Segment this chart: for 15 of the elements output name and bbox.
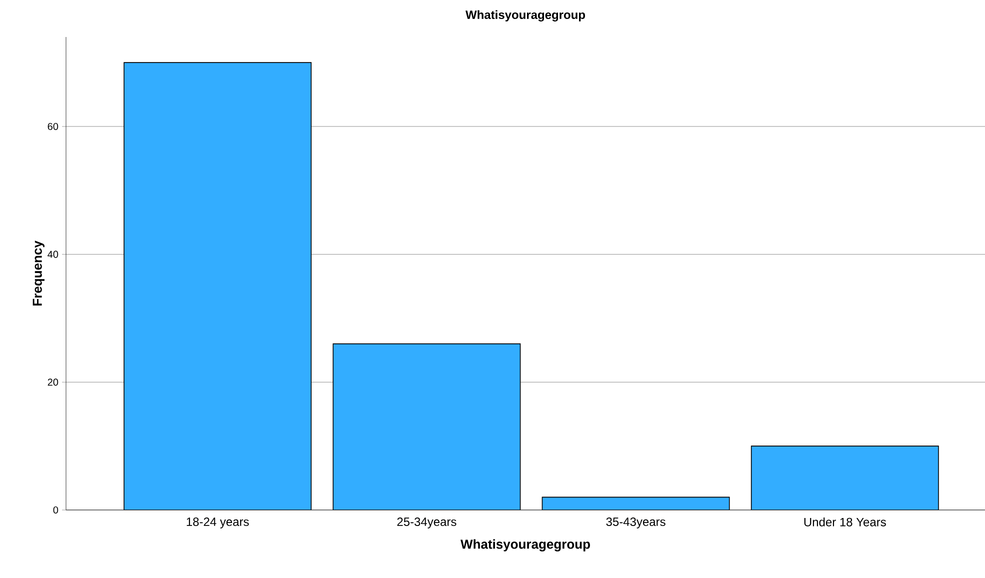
- y-tick-label: 0: [53, 506, 58, 514]
- y-tick-label: 20: [48, 378, 58, 386]
- y-tick-label: 60: [48, 122, 58, 130]
- bar: [750, 446, 939, 510]
- y-tick-label: 40: [48, 250, 58, 258]
- x-tick-label: 18-24 years: [186, 518, 249, 528]
- x-tick-label: 35-43years: [606, 518, 666, 528]
- chart-title: Whatisyouragegroup: [466, 10, 586, 22]
- bar: [332, 343, 521, 510]
- x-axis-title: Whatisyouragegroup: [460, 539, 590, 552]
- y-axis-title: Frequency: [32, 240, 44, 306]
- bar: [124, 62, 312, 510]
- x-tick-label: 25-34years: [397, 518, 456, 528]
- bar: [542, 497, 730, 510]
- x-tick-label: Under 18 Years: [804, 518, 886, 526]
